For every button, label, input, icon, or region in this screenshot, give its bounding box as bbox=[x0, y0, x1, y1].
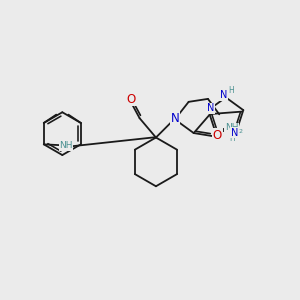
Text: N: N bbox=[220, 90, 227, 100]
Text: N: N bbox=[207, 103, 214, 113]
Text: H: H bbox=[229, 134, 235, 143]
Text: O: O bbox=[212, 129, 222, 142]
Text: NH: NH bbox=[225, 123, 238, 132]
Text: N: N bbox=[231, 128, 238, 138]
Text: NH: NH bbox=[59, 141, 73, 150]
Text: O: O bbox=[127, 93, 136, 106]
Text: H: H bbox=[229, 86, 234, 95]
Text: 2: 2 bbox=[239, 129, 243, 134]
Text: N: N bbox=[171, 112, 180, 125]
